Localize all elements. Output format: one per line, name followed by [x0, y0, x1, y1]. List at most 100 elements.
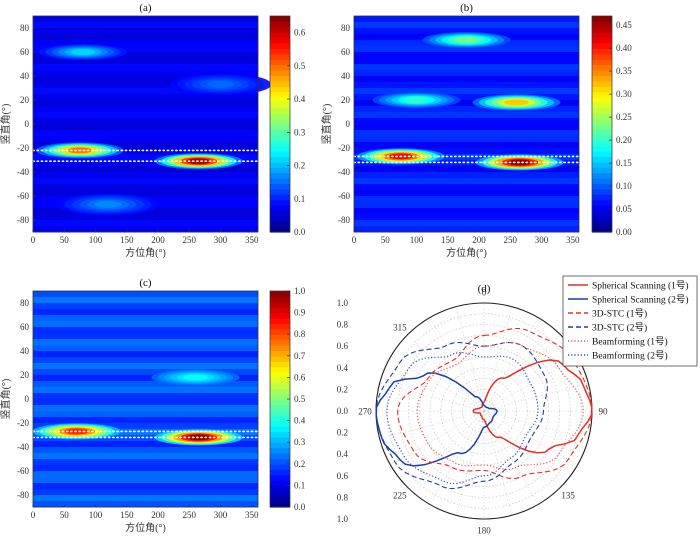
heatmap-band [354, 22, 579, 29]
colorbar-segment [270, 463, 290, 470]
colorbar-segment [270, 323, 290, 330]
heatmap-band [33, 333, 258, 340]
colorbar-tick-label: 0.2 [294, 161, 305, 171]
heatmap-band [33, 118, 258, 125]
colorbar-segment [270, 97, 290, 103]
colorbar-segment [592, 151, 612, 157]
polar-spoke [407, 410, 485, 488]
x-tick-label: 0 [31, 510, 36, 520]
colorbar-tick-label: 0.8 [294, 329, 306, 339]
heatmap-band [33, 423, 258, 430]
colorbar-tick-label: 0.2 [294, 459, 305, 469]
colorbar-segment [270, 145, 290, 152]
heatmap-band [33, 465, 258, 472]
colorbar-segment [270, 80, 290, 87]
y-tick-label: -60 [338, 191, 350, 201]
polar-spoke [483, 317, 539, 412]
heatmap-band [33, 88, 258, 95]
polar-spoke [483, 306, 513, 412]
heatmap-band [33, 297, 258, 304]
legend-box [562, 275, 698, 367]
colorbar-segment [270, 48, 290, 55]
heatmap-band [33, 28, 258, 35]
heatmap-band [354, 202, 579, 209]
colorbar-segment [270, 70, 290, 76]
colorbar-segment [270, 124, 290, 130]
y-tick-label: -40 [17, 167, 29, 177]
polar-spoke [483, 410, 513, 516]
heatmap-band [33, 148, 258, 155]
colorbar-tick-label: 0.1 [294, 194, 305, 204]
heatmap-band [33, 82, 258, 89]
heatmap-band [354, 28, 579, 35]
polar-panel-d: (d)045901351802252703151.00.80.60.40.20.… [337, 275, 698, 536]
colorbar-segment [592, 97, 612, 103]
angle-tick-label: 90 [599, 407, 609, 417]
colorbar-segment [270, 21, 290, 28]
heatmap-band [354, 118, 579, 125]
colorbar-segment [270, 75, 290, 82]
colorbar-segment [270, 226, 290, 233]
colorbar: 0.0 0.1 0.2 0.3 0.4 0.5 0.6 [269, 15, 306, 237]
heatmap-band [33, 303, 258, 310]
heatmap-band [354, 106, 579, 113]
colorbar-segment [592, 70, 612, 76]
colorbar-segment [270, 420, 290, 427]
heatmap-band [354, 220, 579, 227]
heatmap-band [33, 387, 258, 394]
colorbar: 0.00 0.05 0.10 0.15 0.20 0.25 0.30 0.35 0.40 0.45 [591, 15, 632, 237]
x-tick-label: 150 [120, 510, 134, 520]
colorbar-segment [592, 118, 612, 125]
polar-spoke [455, 410, 485, 516]
x-tick-label: 200 [151, 510, 165, 520]
x-tick-label: 350 [566, 235, 580, 245]
colorbar-tick-label: 0.35 [616, 66, 632, 76]
x-tick-label: 250 [183, 235, 197, 245]
panel-title: (d) [478, 283, 491, 295]
y-tick-label: 40 [20, 71, 30, 81]
colorbar-segment [270, 161, 290, 168]
colorbar-frame [591, 15, 613, 233]
heatmap-band [354, 178, 579, 185]
heatmap-band [33, 399, 258, 406]
colorbar-segment [270, 32, 290, 39]
x-tick-label: 350 [245, 510, 259, 520]
heatmap-band [354, 184, 579, 191]
legend-entry: 3D-STC (2号) [592, 323, 647, 334]
x-tick-label: 0 [352, 235, 357, 245]
x-axis-label: 方位角(°) [125, 246, 166, 259]
polar-spoke [379, 410, 485, 440]
colorbar-segment [270, 194, 290, 201]
heatmap-band [354, 214, 579, 221]
x-tick-label: 0 [31, 235, 36, 245]
heatmap-band [354, 100, 579, 107]
y-tick-label: 0 [25, 119, 30, 129]
colorbar: 0.0 0.1 0.2 0.3 0.4 0.5 0.6 0.7 0.8 0.9 1.0 [269, 286, 306, 512]
heatmap-band [33, 381, 258, 388]
colorbar-segment [270, 496, 290, 503]
colorbar-segment [270, 474, 290, 481]
heatmap-band [354, 124, 579, 131]
colorbar-segment [270, 86, 290, 93]
colorbar-segment [592, 16, 612, 22]
colorbar-segment [270, 188, 290, 195]
heatmap-band [33, 351, 258, 358]
radial-tick-label: 0.8 [337, 492, 349, 502]
angle-tick-label: 135 [561, 491, 575, 501]
x-tick-label: 100 [89, 235, 103, 245]
heatmap-peak [207, 80, 234, 88]
colorbar-tick-label: 0.15 [616, 158, 632, 168]
colorbar-segment [270, 37, 290, 44]
legend: Spherical Scanning (1号) Spherical Scannin… [562, 275, 698, 367]
legend-entry: Beamforming (2号) [592, 351, 668, 362]
legend-entry: 3D-STC (1号) [592, 309, 647, 320]
heatmap-band [354, 58, 579, 65]
heatmap-band [33, 94, 258, 101]
x-tick-label: 200 [472, 235, 486, 245]
colorbar-segment [270, 485, 290, 492]
heatmap-panel-c: 0 50 100 150 200 250 300 350 -80 -60 -40 -20 0 20 40 60… [0, 277, 306, 534]
colorbar-segment [592, 161, 612, 168]
heatmap-band [33, 166, 258, 173]
y-axis-label: 竖直角(°) [320, 104, 333, 145]
colorbar-tick-label: 0.4 [294, 416, 306, 426]
